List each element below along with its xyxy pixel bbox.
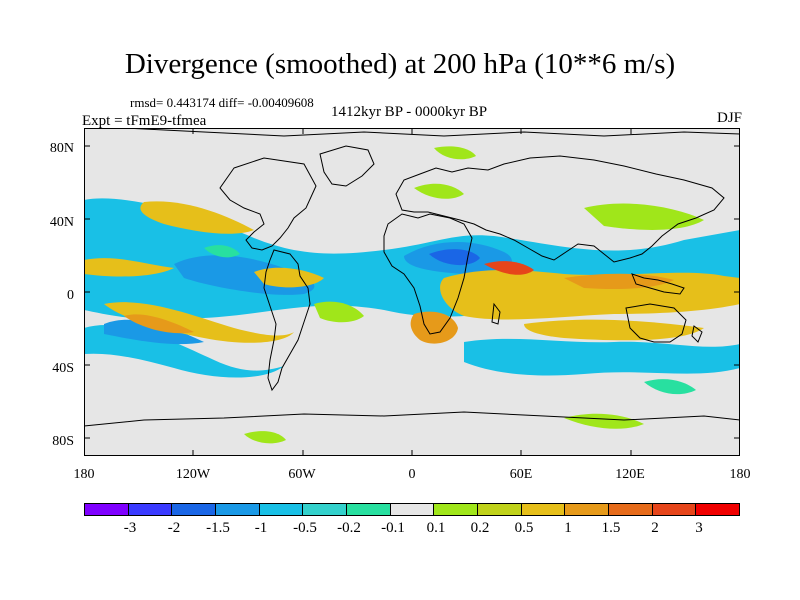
contour-fill-divergence [524, 319, 704, 341]
contour-fill-divergence [104, 302, 294, 343]
colorbar-box [390, 504, 435, 515]
colorbar-label: 0.5 [514, 520, 534, 536]
contour-fill-weak-convergence [464, 338, 740, 376]
contour-fill-divergence [254, 267, 324, 288]
lon-tick-label: 0 [408, 467, 416, 482]
colorbar-label: 1.5 [601, 520, 621, 536]
colorbar-label: -3 [123, 520, 137, 536]
contour-fill-strong-divergence [124, 314, 194, 334]
colorbar-label: -1 [254, 520, 268, 536]
lon-tick-label: 180 [729, 467, 751, 482]
colorbar-label: -0.5 [293, 520, 317, 536]
colorbar-box [609, 504, 653, 515]
contour-fill-weak-convergence [204, 245, 240, 258]
lon-tick-label: 60W [288, 467, 316, 482]
contour-fill-weak-convergence [644, 379, 696, 395]
lon-tick-label: 120W [175, 467, 211, 482]
colorbar-box [565, 504, 610, 515]
lon-tick-label: 180 [73, 467, 95, 482]
map-border [84, 128, 740, 456]
contour-fill-weak-divergence [434, 146, 476, 160]
experiment-label: Expt = tFmE9-tfmea [82, 113, 207, 129]
contour-fill-weak-divergence [314, 301, 364, 323]
colorbar-label: -0.2 [337, 520, 361, 536]
world-coastline-icon [84, 128, 740, 427]
colorbar-box [696, 504, 740, 515]
colorbar-box [128, 504, 173, 515]
contour-fill-divergence [140, 201, 254, 234]
colorbar-label: 1 [564, 520, 572, 536]
colorbar-label: -1.5 [206, 520, 230, 536]
lat-tick-label: 0 [67, 288, 74, 303]
map-title: Divergence (smoothed) at 200 hPa (10**6 … [124, 48, 676, 80]
colorbar-box [85, 504, 129, 515]
colorbar-box [652, 504, 697, 515]
colorbar [84, 503, 740, 516]
rmsd-diff-stats: rmsd= 0.443174 diff= -0.00409608 [130, 95, 314, 110]
contour-fields [84, 146, 740, 444]
contour-fill-weak-divergence [414, 183, 464, 199]
period-label: 1412kyr BP - 0000kyr BP [330, 104, 488, 120]
colorbar-box [434, 504, 479, 515]
contour-fill-weak-divergence [584, 203, 704, 230]
lat-tick-label: 80S [52, 434, 74, 449]
colorbar-box [478, 504, 522, 515]
colorbar-box [216, 504, 260, 515]
lat-tick-label: 40S [52, 361, 74, 376]
colorbar-box [259, 504, 304, 515]
divergence-map [84, 128, 740, 456]
colorbar-box [521, 504, 566, 515]
lon-tick-label: 120E [615, 467, 645, 482]
contour-fill-strong-divergence [564, 273, 674, 290]
colorbar-label: 3 [695, 520, 703, 536]
lon-tick-label: 60E [509, 467, 533, 482]
colorbar-box [347, 504, 391, 515]
colorbar-box [303, 504, 348, 515]
colorbar-label: 0.2 [470, 520, 490, 536]
contour-fill-divergence [84, 258, 174, 277]
colorbar-label: -0.1 [381, 520, 405, 536]
contour-fill-strong-divergence [410, 311, 458, 344]
lat-tick-label: 80N [49, 141, 74, 156]
colorbar-label: 2 [651, 520, 659, 536]
colorbar-box [172, 504, 217, 515]
colorbar-label: 0.1 [426, 520, 446, 536]
colorbar-label: -2 [167, 520, 181, 536]
lat-tick-label: 40N [49, 215, 74, 230]
contour-fill-weak-divergence [244, 431, 286, 444]
season-label: DJF [716, 110, 742, 126]
contour-fill-peak-divergence [484, 261, 534, 275]
contour-fill-convergence [104, 319, 204, 345]
